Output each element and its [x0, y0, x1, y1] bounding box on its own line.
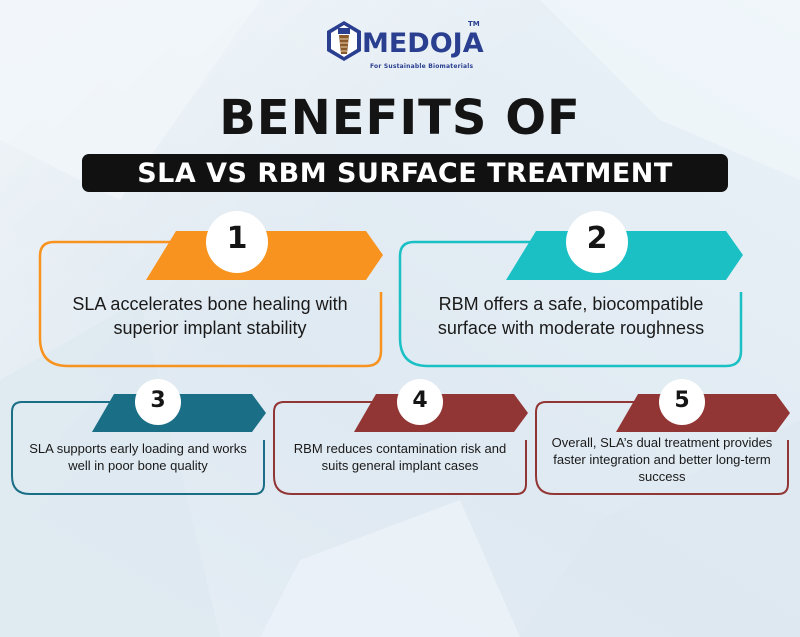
card-text: SLA supports early loading and works wel… — [29, 441, 247, 473]
brand-tagline: For Sustainable Biomaterials — [370, 63, 474, 70]
card-text: Overall, SLA’s dual treatment provides f… — [551, 435, 773, 484]
brand-name: MEDOJA — [362, 28, 484, 59]
card-number: 5 — [674, 388, 690, 413]
page-title: BENEFITS OF — [219, 90, 581, 146]
brand-logo: MEDOJA TM For Sustainable Biomaterials — [326, 20, 496, 72]
page-subtitle: SLA VS RBM SURFACE TREATMENT — [137, 158, 673, 189]
card-text: RBM reduces contamination risk and suits… — [293, 441, 507, 473]
subtitle-banner: SLA VS RBM SURFACE TREATMENT — [82, 154, 728, 192]
benefit-card-3: 3 SLA supports early loading and works w… — [10, 379, 266, 498]
card-number: 1 — [226, 221, 248, 256]
implant-logo-icon — [327, 21, 361, 61]
card-text: RBM offers a safe, biocompatible surface… — [437, 294, 705, 338]
trademark-mark: TM — [468, 20, 480, 28]
benefit-card-5: 5 Overall, SLA’s dual treatment provides… — [534, 379, 790, 498]
card-number: 2 — [586, 221, 608, 256]
card-number: 4 — [412, 388, 428, 413]
benefit-card-1: 1 SLA accelerates bone healing with supe… — [38, 210, 383, 370]
card-text: SLA accelerates bone healing with superi… — [72, 294, 348, 338]
card-number: 3 — [150, 388, 166, 413]
benefit-card-2: 2 RBM offers a safe, biocompatible surfa… — [398, 210, 743, 370]
benefit-card-4: 4 RBM reduces contamination risk and sui… — [272, 379, 528, 498]
